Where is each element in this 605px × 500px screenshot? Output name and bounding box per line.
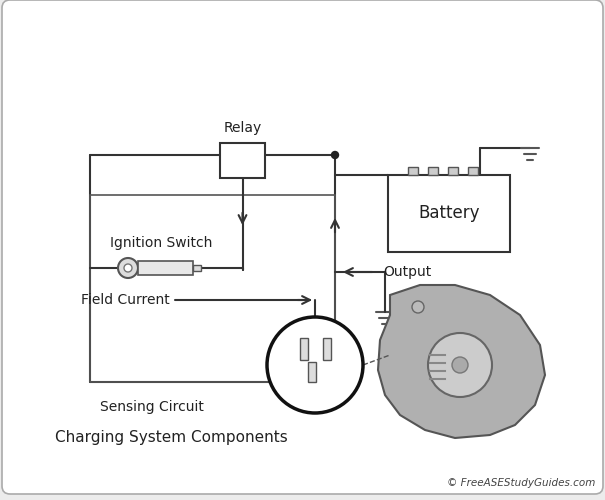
Bar <box>193 265 201 271</box>
Bar <box>468 167 478 175</box>
Bar <box>323 338 331 360</box>
Bar <box>308 362 316 382</box>
Circle shape <box>332 152 339 158</box>
Text: Battery: Battery <box>418 204 480 222</box>
Text: Field Current: Field Current <box>81 293 170 307</box>
Text: Output: Output <box>383 265 431 279</box>
Text: Relay: Relay <box>223 121 261 135</box>
Bar <box>138 261 193 275</box>
Circle shape <box>118 258 138 278</box>
Bar <box>220 143 265 178</box>
Text: Ignition Switch: Ignition Switch <box>110 236 212 250</box>
Circle shape <box>267 317 363 413</box>
Text: © FreeASEStudyGuides.com: © FreeASEStudyGuides.com <box>446 478 595 488</box>
Bar <box>90 195 335 382</box>
Bar <box>388 175 510 252</box>
Circle shape <box>428 333 492 397</box>
Text: Sensing Circuit: Sensing Circuit <box>100 400 204 414</box>
Circle shape <box>412 301 424 313</box>
Circle shape <box>452 357 468 373</box>
Circle shape <box>124 264 132 272</box>
Text: Charging System Components: Charging System Components <box>55 430 288 445</box>
Bar <box>408 167 418 175</box>
Polygon shape <box>378 285 545 438</box>
Bar <box>448 167 458 175</box>
Bar <box>300 338 308 360</box>
Bar <box>428 167 438 175</box>
